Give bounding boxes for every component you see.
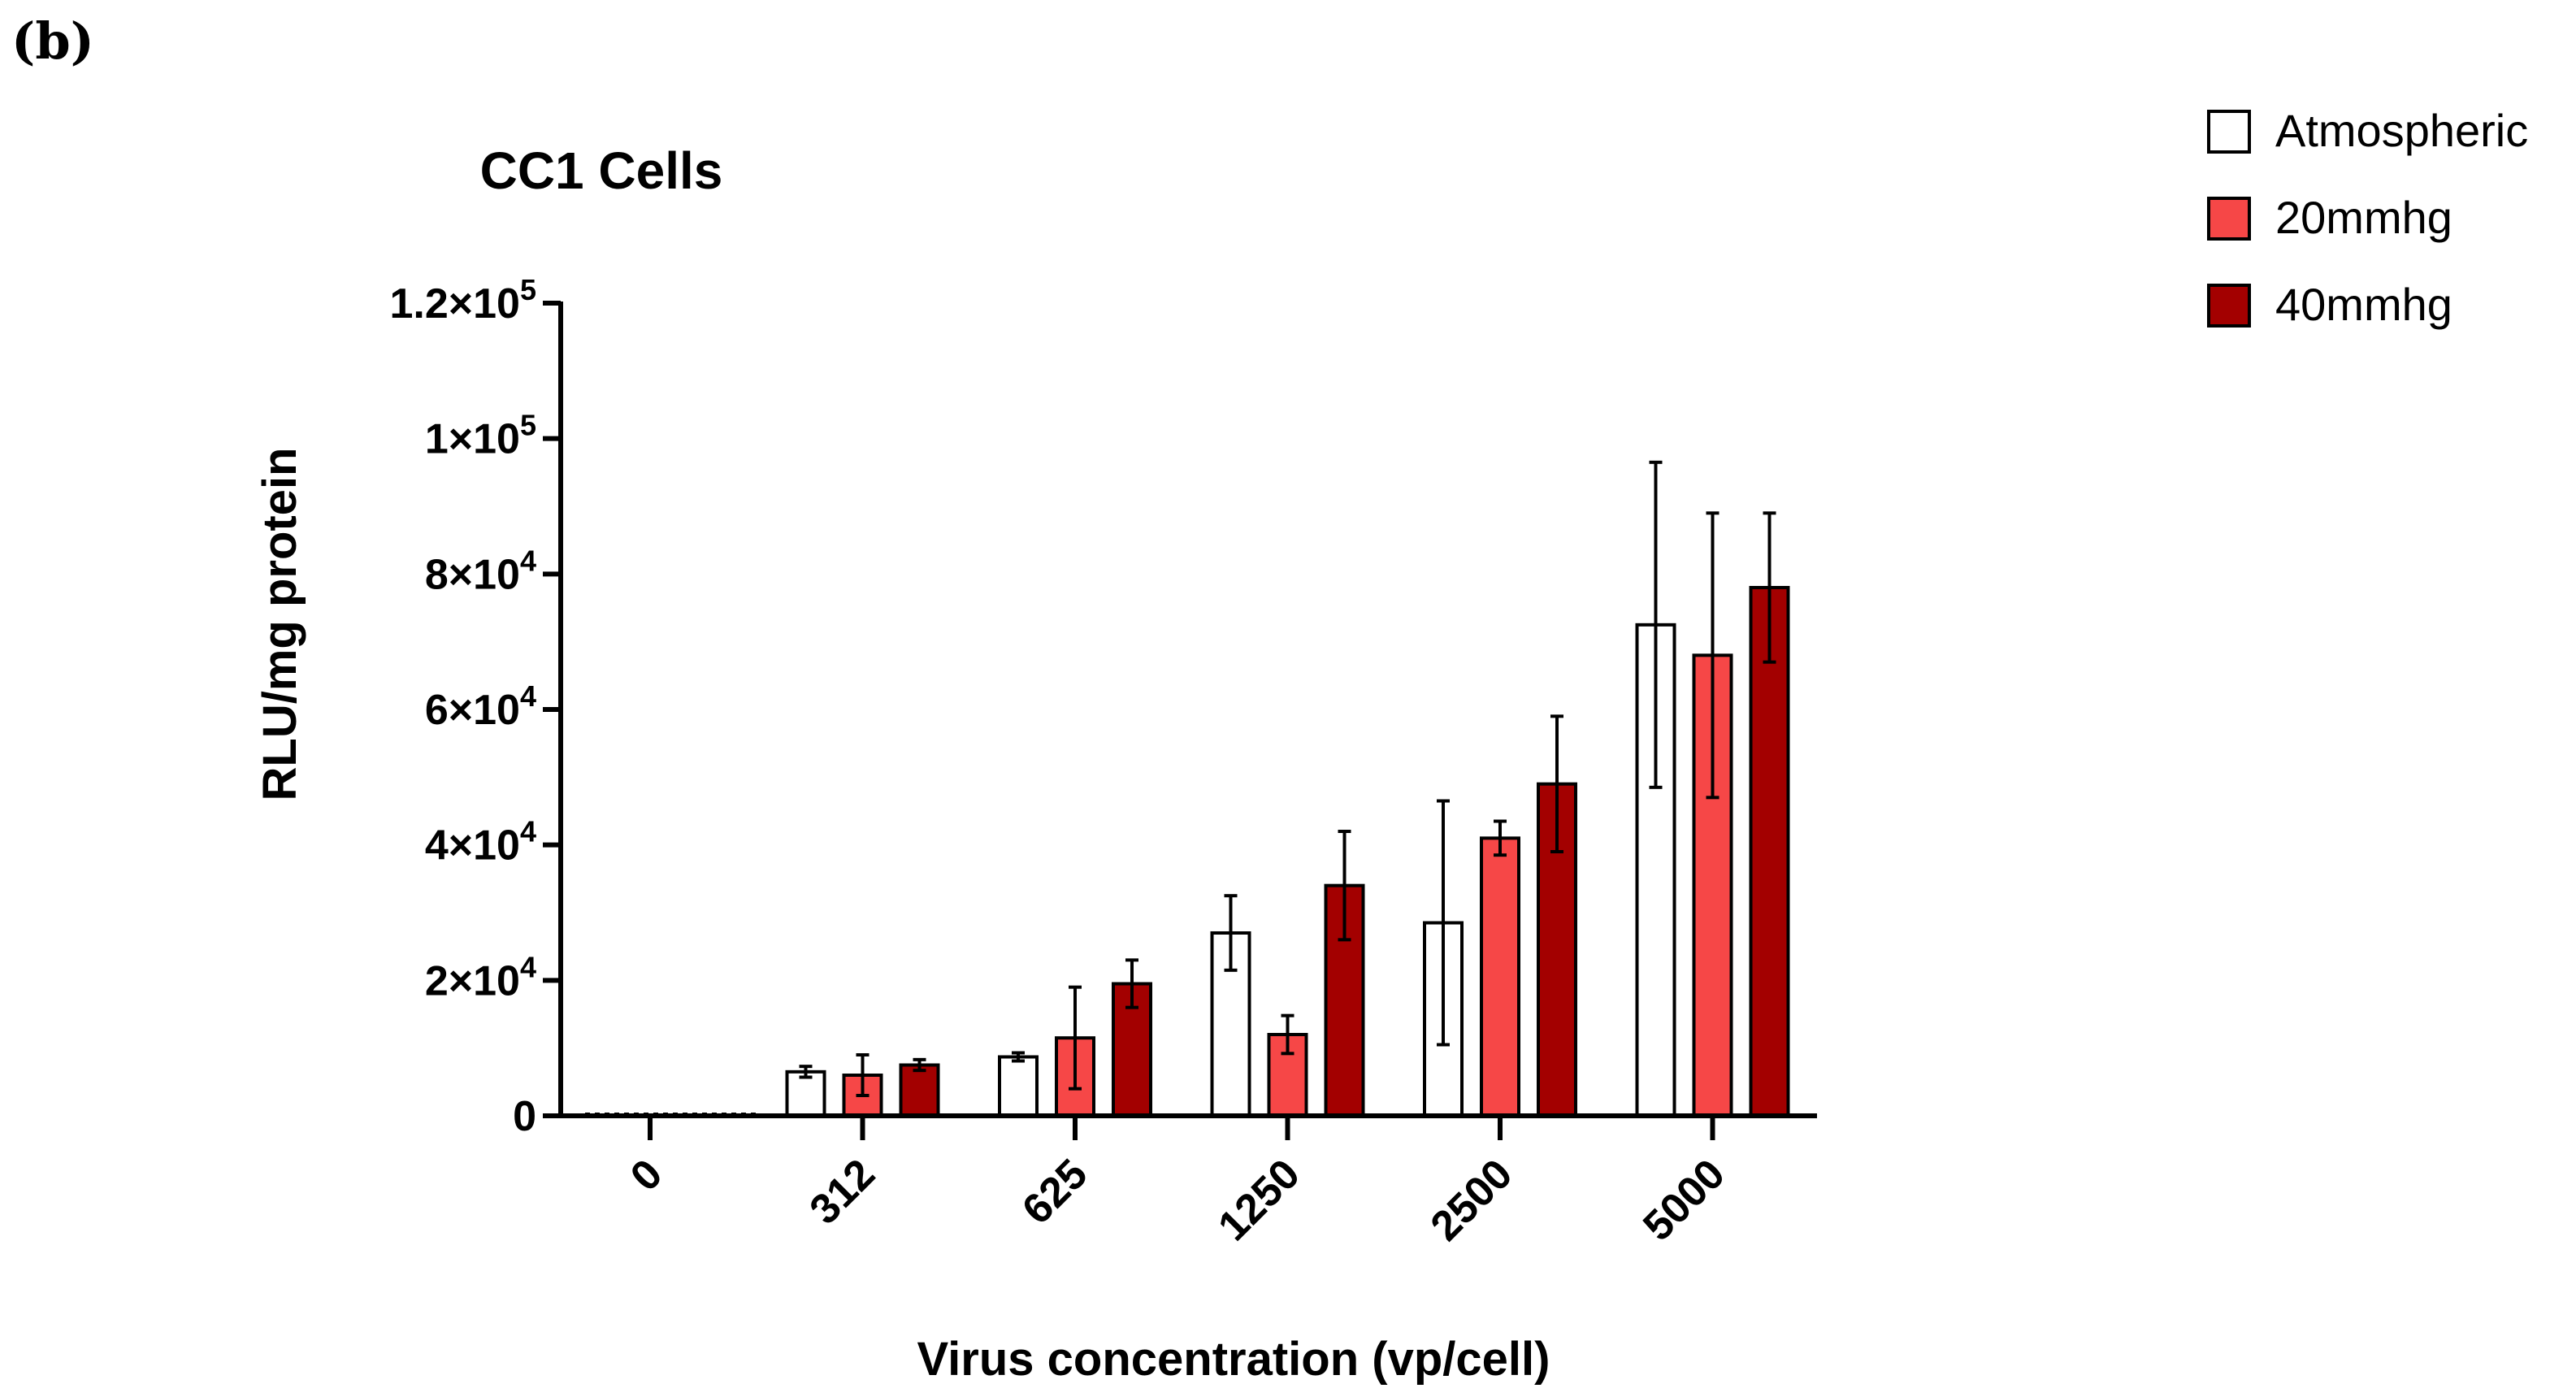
x-tick-label: 2500	[1422, 1150, 1522, 1250]
bar-atmospheric-625	[998, 1055, 1039, 1117]
y-tick-label: 0	[513, 1093, 536, 1140]
legend: Atmospheric 20mmhg 40mmhg	[2207, 105, 2528, 330]
x-tick-label: 312	[801, 1150, 884, 1233]
legend-swatch-atmospheric	[2207, 110, 2251, 154]
y-tick-label: 8×104	[425, 544, 536, 598]
chart-title: CC1 Cells	[480, 141, 723, 200]
legend-label: Atmospheric	[2275, 105, 2528, 156]
legend-label: 40mmhg	[2275, 279, 2452, 330]
bar-40mmhg-312	[899, 1063, 940, 1117]
y-axis-label: RLU/mg protein	[254, 448, 306, 801]
x-tick-label: 625	[1013, 1150, 1096, 1233]
legend-swatch-40mmhg	[2207, 284, 2251, 328]
x-tick-label: 0	[622, 1150, 671, 1200]
y-tick-label: 4×104	[425, 815, 536, 870]
bar-20mmhg-2500	[1480, 836, 1520, 1118]
legend-swatch-20mmhg	[2207, 197, 2251, 241]
panel-label: (b)	[11, 11, 94, 71]
y-tick-label: 2×104	[425, 950, 536, 1004]
x-axis-label: Virus concentration (vp/cell)	[917, 1333, 1550, 1386]
x-tick-label: 1250	[1209, 1150, 1309, 1250]
y-tick-label: 1×105	[425, 409, 536, 463]
y-tick-label: 6×104	[425, 679, 536, 734]
y-tick-label: 1.2×105	[389, 273, 536, 328]
legend-label: 20mmhg	[2275, 192, 2452, 243]
x-tick-label: 5000	[1634, 1150, 1734, 1250]
bar-40mmhg-5000	[1749, 586, 1790, 1117]
plot-area: 0 2×104 4×104 6×104 8×104 1×105 1.2×105 0 312 625…	[389, 273, 1817, 1250]
